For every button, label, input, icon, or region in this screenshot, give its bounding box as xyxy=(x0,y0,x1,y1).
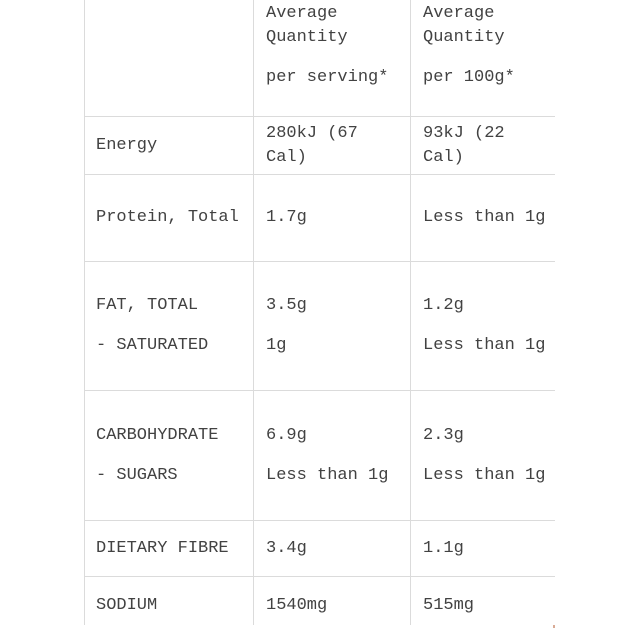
value-per-serving: 1g xyxy=(266,336,287,355)
row-label-cell: Energy xyxy=(85,117,253,174)
row-label: Protein, Total xyxy=(96,208,239,227)
header-cell-per-serving: Average Quantity per serving* xyxy=(253,0,410,116)
value-per-serving: Less than 1g xyxy=(266,465,389,485)
value-per-serving-cell: 280kJ (67 Cal) xyxy=(253,117,410,174)
value-per-100g-cell: 1.2g Less than 1g xyxy=(410,262,555,390)
value-per-100g: 1.1g xyxy=(423,538,464,558)
header-average-quantity-label: Average Quantity xyxy=(266,4,348,47)
value-per-100g-cell: Less than 1g xyxy=(410,175,555,261)
value-per-100g-cell: 93kJ (22 Cal) xyxy=(410,117,555,174)
row-label: Energy xyxy=(96,135,158,155)
value-per-serving: 1.7g xyxy=(266,208,307,227)
row-label-cell: CARBOHYDRATE - SUGARS xyxy=(85,391,253,520)
value-per-100g: 93kJ (22 Cal) xyxy=(423,123,505,167)
value-per-serving-cell: 1.7g xyxy=(253,175,410,261)
row-label-carbohydrate: CARBOHYDRATE xyxy=(96,425,219,445)
value-per-100g-cell: 2.3g Less than 1g xyxy=(410,391,555,520)
value-per-100g: Less than 1g xyxy=(423,336,546,355)
table-header-row: Average Quantity per serving* Average Qu… xyxy=(85,0,555,117)
nutrition-information-table: Average Quantity per serving* Average Qu… xyxy=(84,0,555,625)
value-per-serving: 280kJ (67 Cal) xyxy=(266,123,358,167)
row-label: SODIUM xyxy=(96,596,158,615)
value-per-serving-cell: 1540mg xyxy=(253,577,410,625)
row-label-sugars: - SUGARS xyxy=(96,465,178,485)
row-label-cell: Protein, Total xyxy=(85,175,253,261)
value-per-100g-cell: 515mg xyxy=(410,577,555,625)
row-label-cell: DIETARY FIBRE xyxy=(85,521,253,576)
value-per-serving: 3.5g xyxy=(266,296,307,315)
value-per-serving: 6.9g xyxy=(266,425,307,445)
artifact-speck xyxy=(553,625,555,628)
row-label: DIETARY FIBRE xyxy=(96,538,229,558)
table-row-dietary-fibre: DIETARY FIBRE 3.4g 1.1g xyxy=(85,521,555,577)
header-per-100g-label: per 100g* xyxy=(423,68,515,87)
value-per-100g: 1.2g xyxy=(423,296,464,315)
table-row-energy: Energy 280kJ (67 Cal) 93kJ (22 Cal) xyxy=(85,117,555,175)
table-row-protein: Protein, Total 1.7g Less than 1g xyxy=(85,175,555,262)
table-row-fat: FAT, TOTAL - SATURATED 3.5g 1g 1.2g Less… xyxy=(85,262,555,391)
header-cell-empty xyxy=(85,0,253,116)
row-label-saturated: - SATURATED xyxy=(96,336,209,355)
value-per-100g: Less than 1g xyxy=(423,465,546,485)
header-cell-per-100g: Average Quantity per 100g* xyxy=(410,0,555,116)
value-per-100g: 2.3g xyxy=(423,425,464,445)
header-per-serving-label: per serving* xyxy=(266,68,389,87)
header-average-quantity-label: Average Quantity xyxy=(423,4,505,47)
value-per-serving-cell: 3.5g 1g xyxy=(253,262,410,390)
row-label-cell: FAT, TOTAL - SATURATED xyxy=(85,262,253,390)
value-per-serving: 3.4g xyxy=(266,538,307,558)
value-per-serving-cell: 6.9g Less than 1g xyxy=(253,391,410,520)
value-per-serving: 1540mg xyxy=(266,596,328,615)
row-label-cell: SODIUM xyxy=(85,577,253,625)
value-per-serving-cell: 3.4g xyxy=(253,521,410,576)
value-per-100g-cell: 1.1g xyxy=(410,521,555,576)
table-row-sodium: SODIUM 1540mg 515mg xyxy=(85,577,555,625)
value-per-100g: 515mg xyxy=(423,596,475,615)
value-per-100g: Less than 1g xyxy=(423,208,546,227)
row-label-fat-total: FAT, TOTAL xyxy=(96,296,199,315)
table-row-carbohydrate: CARBOHYDRATE - SUGARS 6.9g Less than 1g … xyxy=(85,391,555,521)
